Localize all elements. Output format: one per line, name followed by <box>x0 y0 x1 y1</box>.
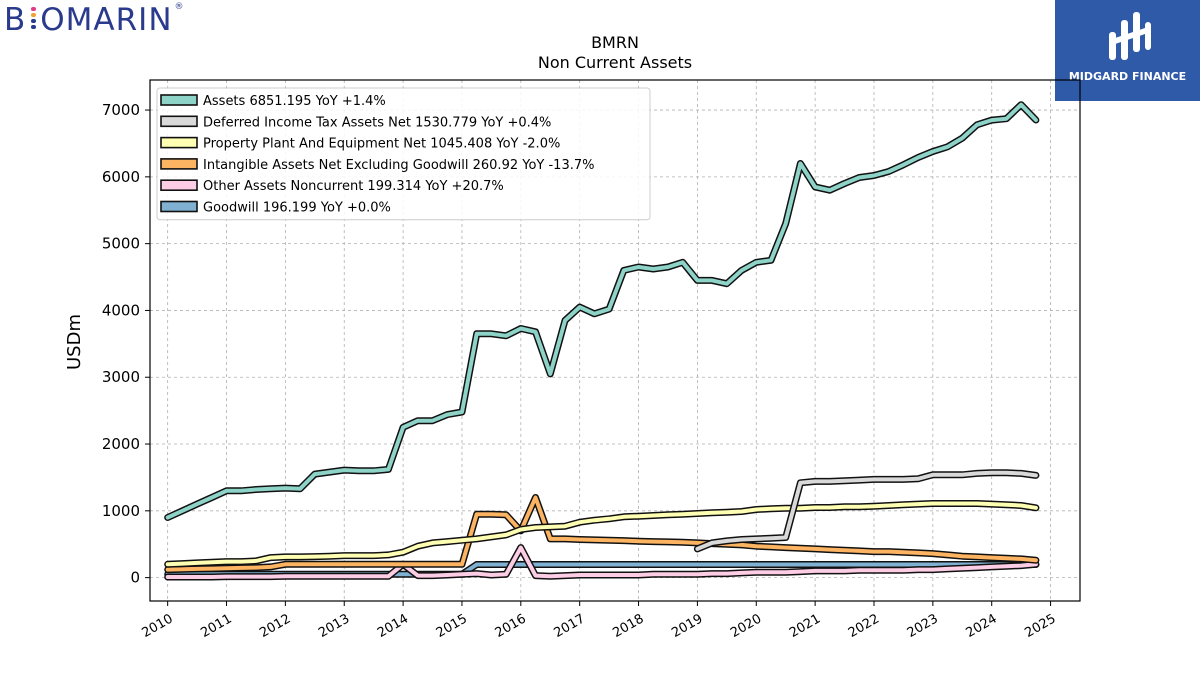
midgard-finance-logo: MIDGARD FINANCE <box>1055 0 1200 101</box>
x-tick-label: 2015 <box>434 611 470 641</box>
legend-swatch <box>160 136 198 149</box>
legend-swatch <box>160 115 198 128</box>
legend: Assets 6851.195 YoY +1.4% Deferred Income… <box>156 87 651 221</box>
plot-area <box>149 79 1081 602</box>
series-line <box>165 102 1038 520</box>
series-line <box>165 545 1038 579</box>
series-intangible-assets-net-excluding-goodwill <box>164 494 1040 574</box>
x-tick-label: 2023 <box>905 611 941 641</box>
x-tick-label: 2018 <box>610 611 646 641</box>
legend-box <box>156 87 651 221</box>
chart-subtitle: Non Current Assets <box>538 53 692 72</box>
y-axis-label: USDm <box>64 314 85 370</box>
series-assets <box>164 101 1040 521</box>
x-tick-label: 2021 <box>787 611 823 641</box>
midgard-emblem-icon <box>1109 12 1151 60</box>
x-tick-label: 2010 <box>139 611 175 641</box>
x-tick-label: 2019 <box>669 611 705 641</box>
y-tick-label: 4000 <box>102 301 140 319</box>
legend-label: Property Plant And Equipment Net 1045.40… <box>203 137 560 152</box>
chart-title: BMRN <box>591 33 639 52</box>
x-tick-label: 2016 <box>493 611 529 641</box>
series-deferred-income-tax-assets-net <box>693 469 1040 553</box>
legend-label: Deferred Income Tax Assets Net 1530.779 … <box>203 115 551 130</box>
x-tick-label: 2013 <box>316 611 352 641</box>
legend-swatch <box>160 200 198 213</box>
legend-label: Assets 6851.195 YoY +1.4% <box>203 94 386 109</box>
x-tick-label: 2017 <box>552 611 588 641</box>
x-tick-label: 2012 <box>257 611 293 641</box>
legend-swatch <box>160 179 198 191</box>
series-line <box>695 470 1038 551</box>
series-line <box>165 495 1038 572</box>
series-line <box>165 501 1038 567</box>
series-lines <box>164 101 1040 581</box>
y-tick-label: 5000 <box>102 235 140 253</box>
y-tick-label: 3000 <box>102 368 140 386</box>
y-tick-label: 6000 <box>102 168 140 186</box>
x-tick-label: 2024 <box>964 611 1000 641</box>
y-tick-label: 1000 <box>102 502 140 520</box>
series-other-assets-noncurrent <box>164 544 1040 581</box>
legend-swatch <box>160 158 198 170</box>
legend-label: Other Assets Noncurrent 199.314 YoY +20.… <box>203 179 504 194</box>
x-tick-label: 2022 <box>846 611 882 641</box>
x-tick-label: 2014 <box>375 611 411 641</box>
legend-label: Intangible Assets Net Excluding Goodwill… <box>203 158 594 173</box>
x-tick-label: 2011 <box>198 611 234 641</box>
x-tick-label: 2025 <box>1022 611 1058 641</box>
y-tick-label: 7000 <box>102 101 140 119</box>
legend-label: Goodwill 196.199 YoY +0.0% <box>203 201 391 216</box>
y-tick-label: 0 <box>130 569 140 587</box>
series-property-plant-and-equipment-net <box>164 500 1040 568</box>
midgard-finance-text: MIDGARD FINANCE <box>1068 70 1187 83</box>
biomarin-logo: B OMARIN ® <box>4 2 185 38</box>
legend-swatch <box>160 94 198 106</box>
logo-dotted-i-icon <box>28 5 38 33</box>
y-tick-label: 2000 <box>102 435 140 453</box>
x-tick-label: 2020 <box>728 611 764 641</box>
